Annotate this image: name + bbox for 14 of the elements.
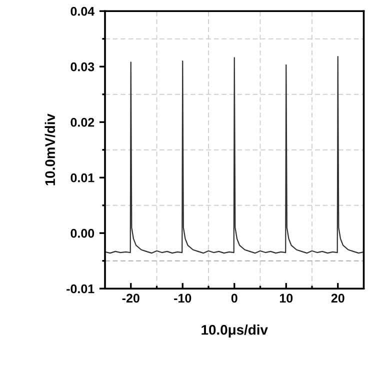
x-tick-label: 20	[331, 294, 344, 303]
y-tick-label: 0.00	[70, 228, 94, 238]
x-axis-title: 10.0μs/div	[202, 324, 268, 338]
y-axis-title: 10.0mV/div	[44, 114, 56, 186]
x-tick-label: -20	[122, 294, 140, 303]
y-tick-label: 0.02	[70, 118, 94, 127]
x-tick-label: -10	[174, 294, 192, 303]
y-tick-label: 0.04	[70, 6, 95, 16]
line-series	[105, 56, 364, 254]
y-tick-label: 0.01	[70, 173, 94, 182]
x-tick-label: 10	[280, 294, 293, 303]
y-tick-label: 0.03	[70, 62, 94, 72]
y-tick-label: -0.01	[66, 284, 94, 294]
x-tick-label: 0	[231, 294, 238, 303]
